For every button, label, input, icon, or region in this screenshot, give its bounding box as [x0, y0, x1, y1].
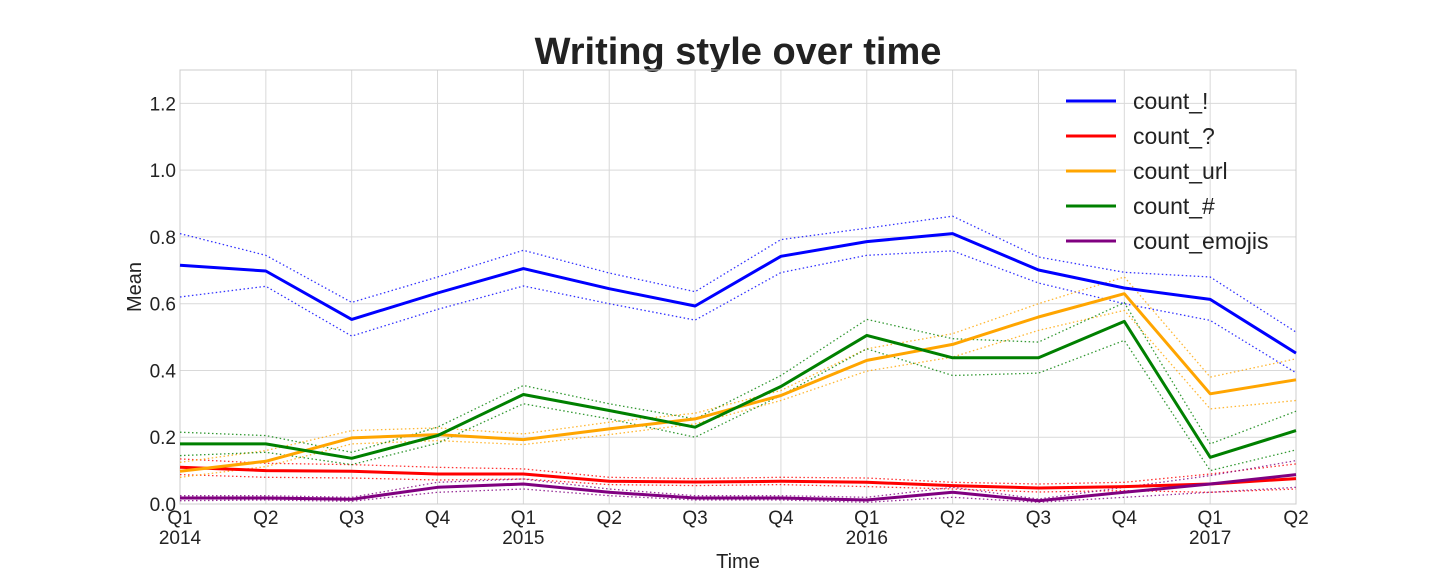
x-tick-label: Q1 — [854, 508, 879, 529]
legend: count_! count_? count_url count_# count_emoj… — [1066, 88, 1269, 254]
x-tick-label: Q4 — [1112, 508, 1138, 529]
confidence-bands — [179, 215, 1297, 503]
x-tick-label: Q2 — [253, 508, 278, 529]
x-tick-label: Q2 — [1283, 508, 1308, 529]
y-tick-label: 0.4 — [150, 361, 177, 382]
x-tick-year-label: 2016 — [846, 528, 888, 549]
upper-band-count — [179, 301, 1297, 453]
legend-entry-label: count_url — [1133, 158, 1228, 184]
x-tick-label: Q3 — [1026, 508, 1051, 529]
upper-band-count-emojis — [180, 459, 1297, 500]
legend-entry-label: count_# — [1133, 193, 1215, 219]
series-line-count — [179, 465, 1297, 490]
y-axis-label: Mean — [124, 262, 146, 312]
x-tick-label: Q1 — [167, 508, 192, 529]
x-tick-label: Q1 — [511, 508, 536, 529]
x-tick-label: Q4 — [768, 508, 794, 529]
legend-entry-label: count_? — [1133, 123, 1215, 149]
series-line-count-url — [179, 292, 1297, 473]
chart-title: Writing style over time — [535, 31, 942, 73]
legend-entry-label: count_! — [1133, 88, 1208, 114]
series-line-count — [180, 319, 1297, 460]
upper-band-count — [179, 215, 1297, 333]
series-line-count — [179, 232, 1297, 355]
grid-lines — [179, 70, 1297, 505]
lower-band-count — [179, 250, 1297, 374]
y-tick-label: 0.6 — [150, 295, 176, 316]
x-tick-year-label: 2017 — [1189, 528, 1231, 549]
x-tick-year-label: 2015 — [502, 528, 544, 549]
x-tick-label: Q3 — [682, 508, 707, 529]
legend-entry-label: count_emojis — [1133, 228, 1269, 254]
upper-band-count-url — [179, 276, 1297, 463]
x-axis-label: Time — [716, 551, 760, 573]
y-tick-label: 0.8 — [150, 228, 176, 249]
lower-band-count — [179, 473, 1297, 493]
y-tick-label: 1.2 — [150, 94, 176, 115]
x-tick-label: Q3 — [339, 508, 364, 529]
lower-band-count-url — [179, 309, 1297, 478]
series-line-count-emojis — [180, 473, 1297, 503]
x-tick-label: Q2 — [940, 508, 965, 529]
series-lines — [179, 232, 1297, 503]
x-tick-label: Q1 — [1197, 508, 1222, 529]
y-tick-label: 0.2 — [150, 428, 176, 449]
y-tick-label: 0.0 — [150, 495, 176, 516]
x-tick-label: Q4 — [425, 508, 451, 529]
y-tick-label: 1.0 — [150, 161, 176, 182]
y-axis-ticks: 0.0 0.2 0.4 0.6 0.8 1.0 1.2 — [150, 94, 177, 516]
plot-area-frame — [179, 69, 1297, 505]
x-tick-label: Q2 — [597, 508, 622, 529]
x-tick-year-label: 2014 — [159, 528, 202, 549]
